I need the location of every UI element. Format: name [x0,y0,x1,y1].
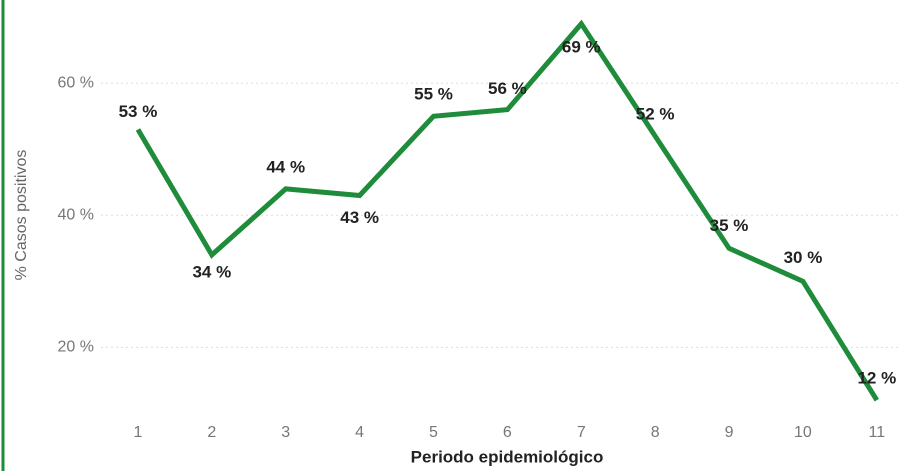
y-tick-label: 20 % [58,339,94,356]
x-tick-label: 2 [207,424,216,441]
x-tick-label: 7 [577,424,586,441]
y-tick-label: 60 % [58,74,94,91]
x-axis-title: Periodo epidemiológico [411,447,604,466]
x-tick-label: 10 [794,424,812,441]
data-label: 35 % [710,216,749,235]
x-tick-label: 11 [869,424,886,441]
x-tick-label: 1 [133,424,142,441]
data-label: 34 % [192,262,231,281]
x-tick-label: 3 [281,424,290,441]
data-label: 52 % [636,105,675,124]
x-tick-label: 4 [355,424,364,441]
x-tick-label: 6 [503,424,512,441]
x-tick-label: 9 [725,424,734,441]
data-label: 12 % [857,369,896,388]
y-tick-label: 40 % [58,207,94,224]
data-label: 53 % [119,102,158,121]
data-label: 56 % [488,79,527,98]
x-tick-label: 5 [429,424,438,441]
data-label: 43 % [340,208,379,227]
data-label: 69 % [562,37,601,56]
y-axis-title: % Casos positivos [13,150,30,281]
x-tick-label: 8 [651,424,660,441]
data-label: 30 % [784,248,823,267]
line [135,19,879,402]
data-label: 55 % [414,85,453,104]
data-label: 44 % [266,157,305,176]
